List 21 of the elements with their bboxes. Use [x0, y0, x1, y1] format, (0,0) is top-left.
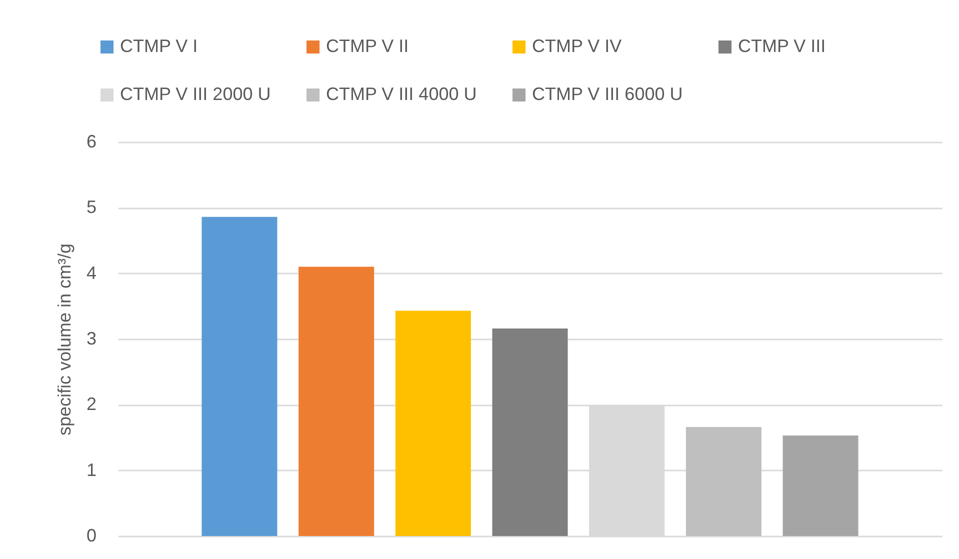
y-tick-label: 3 [86, 328, 96, 348]
bar [395, 310, 471, 536]
y-tick-label: 0 [86, 526, 96, 546]
y-tick-label: 4 [86, 262, 96, 283]
bar [782, 436, 858, 536]
bar [202, 216, 278, 536]
y-tick-label: 2 [86, 394, 96, 414]
bar [492, 328, 568, 536]
bar [686, 426, 762, 536]
bar [298, 266, 374, 536]
y-tick-label: 6 [86, 132, 96, 152]
legend-label: CTMP V III 4000 U [326, 84, 477, 104]
legend-label: CTMP V IV [532, 36, 622, 56]
legend-label: CTMP V I [120, 36, 198, 56]
legend-label: CTMP V II [326, 36, 409, 56]
legend-label: CTMP V III [738, 36, 826, 56]
legend-label: CTMP V III 6000 U [532, 84, 683, 104]
y-tick-label: 1 [86, 460, 96, 480]
y-tick-label: 5 [86, 197, 96, 218]
y-axis-title: specific volume in cm³/g [54, 243, 74, 436]
legend-label: CTMP V III 2000 U [120, 84, 271, 104]
